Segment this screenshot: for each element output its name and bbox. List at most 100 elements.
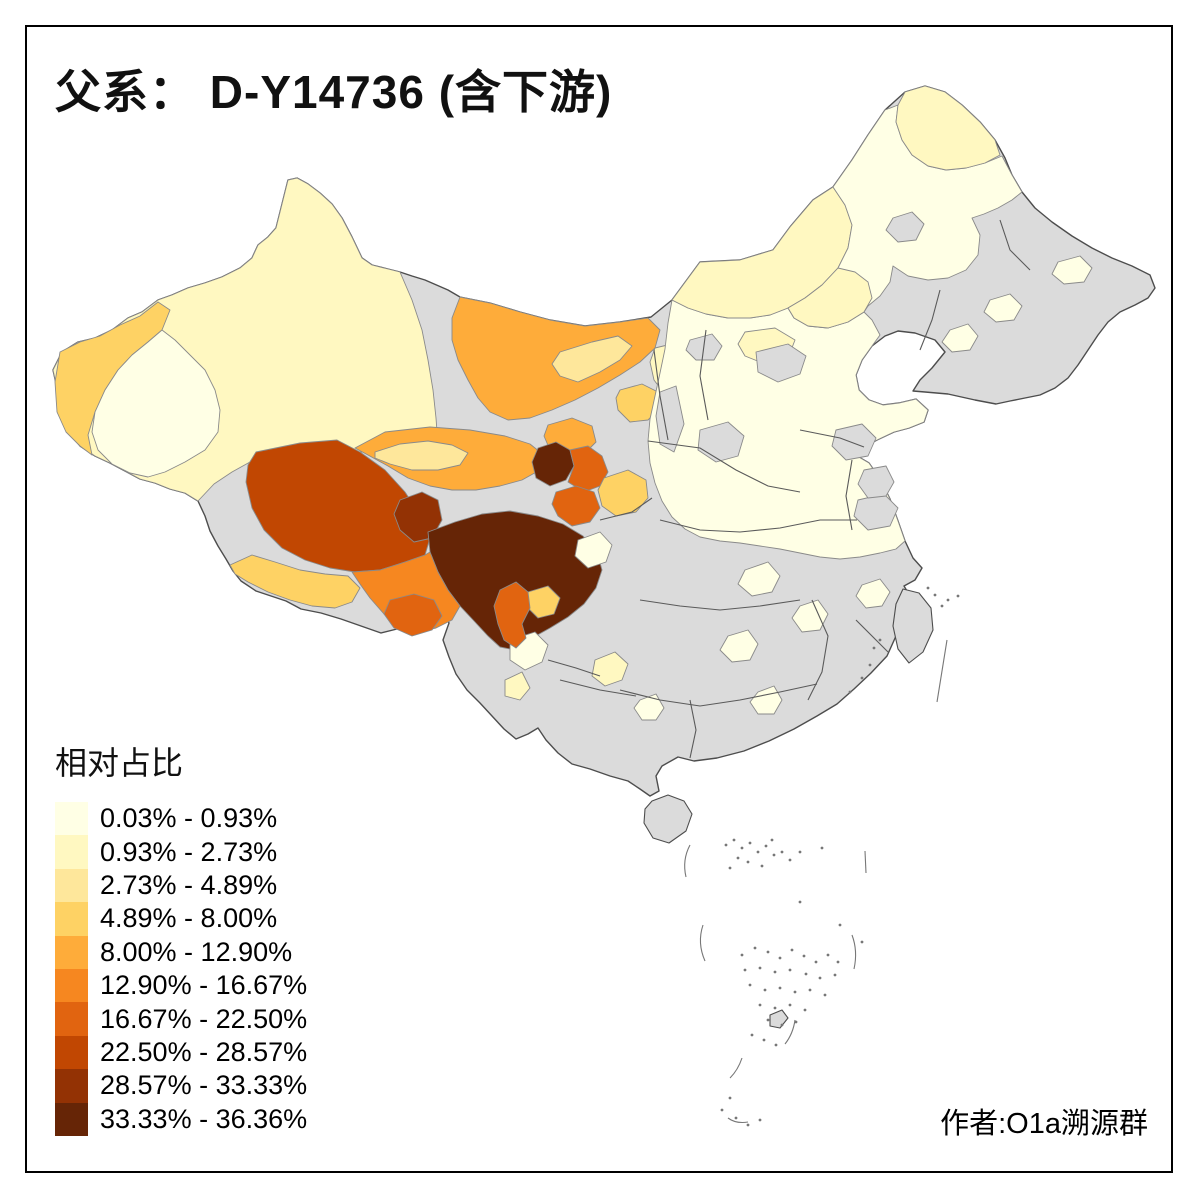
- islet-dot: [826, 953, 830, 957]
- map-region: [591, 651, 629, 687]
- islet-dot: [802, 954, 806, 958]
- islet-dot: [748, 841, 752, 845]
- islet-dot: [756, 850, 760, 854]
- map-region: [91, 329, 221, 478]
- islet-dot: [833, 973, 837, 977]
- map-region: [791, 599, 829, 633]
- legend-row: 2.73% - 4.89%: [55, 868, 307, 903]
- islet-dot: [773, 970, 777, 974]
- islet-dot: [758, 1003, 762, 1007]
- sea-boundary-arc: [684, 844, 691, 878]
- islet-dot: [848, 690, 852, 694]
- map-region: [493, 581, 531, 649]
- islet-dot: [838, 923, 842, 927]
- sea-boundary-arc: [784, 1019, 796, 1045]
- province-border: [559, 679, 637, 697]
- islet-dot: [803, 1008, 807, 1012]
- legend-swatch: [55, 1002, 88, 1036]
- islet-dot: [740, 846, 744, 850]
- province-border: [699, 329, 709, 421]
- islet-dot: [788, 968, 792, 972]
- islet-dot: [766, 950, 770, 954]
- islet-dot: [728, 1096, 732, 1100]
- province-border: [547, 659, 601, 677]
- province-border: [919, 289, 941, 351]
- islet-dot: [750, 1033, 754, 1037]
- map-region: [1051, 255, 1093, 285]
- islet-dot: [933, 593, 937, 597]
- islet-dot: [728, 866, 732, 870]
- map-region: [831, 423, 877, 461]
- province-border: [653, 349, 669, 441]
- legend-title: 相对占比: [55, 745, 184, 781]
- islet-dot: [868, 663, 872, 667]
- legend-row: 33.33% - 36.36%: [55, 1102, 307, 1136]
- legend-swatch: [55, 1035, 88, 1070]
- islet-dot: [760, 864, 764, 868]
- islet-dot: [788, 1003, 792, 1007]
- islet-dot: [788, 858, 792, 862]
- map-region: [531, 441, 575, 487]
- legend-row: 0.93% - 2.73%: [55, 835, 307, 869]
- islet-dot: [872, 646, 876, 650]
- islet-dot: [758, 966, 762, 970]
- province-border: [659, 519, 857, 533]
- attribution-text: 作者:O1a溯源群: [940, 1108, 1148, 1140]
- province-border: [599, 497, 653, 521]
- islet-dot: [820, 846, 824, 850]
- province-border: [855, 619, 889, 653]
- map-region: [787, 267, 873, 329]
- islet-dot: [758, 1118, 762, 1122]
- islet-dot: [836, 960, 840, 964]
- islet-dot: [804, 972, 808, 976]
- map-region: [551, 335, 633, 383]
- islet-dot: [720, 1108, 724, 1112]
- map-region: [983, 293, 1023, 323]
- islet-dot: [762, 1038, 766, 1042]
- legend-label: 2.73% - 4.89%: [100, 869, 278, 900]
- islet-dot: [753, 946, 757, 950]
- islet-dot: [793, 990, 797, 994]
- map-region: [941, 323, 979, 353]
- map-region: [633, 693, 665, 721]
- legend-swatch: [55, 835, 88, 869]
- islet-dot: [734, 1116, 738, 1120]
- islet-dot: [860, 940, 864, 944]
- page-title: 父系： D-Y14736 (含下游): [55, 66, 613, 118]
- map-region: [374, 440, 469, 471]
- map-region: [504, 671, 531, 701]
- islet-dot: [773, 1006, 777, 1010]
- sea-boundary-arc: [699, 924, 706, 962]
- islet-dot: [743, 968, 747, 972]
- map-region: [574, 531, 613, 569]
- sea-boundary-arc: [729, 1057, 743, 1079]
- legend-label: 16.67% - 22.50%: [100, 1003, 308, 1034]
- islet-dot: [946, 598, 950, 602]
- islet-dot: [956, 594, 960, 598]
- sea-boundary-arc: [864, 850, 867, 874]
- province-border: [845, 459, 853, 531]
- islet-dot: [940, 604, 944, 608]
- island: [643, 794, 693, 844]
- islet-dot: [778, 986, 782, 990]
- islet-dot: [818, 976, 822, 980]
- island: [892, 588, 934, 664]
- legend-swatch: [55, 968, 88, 1003]
- legend-label: 28.57% - 33.33%: [100, 1070, 308, 1101]
- legend-swatch: [55, 902, 88, 936]
- islet-dot: [798, 850, 802, 854]
- plot-frame: [25, 25, 1173, 1173]
- legend-row: 8.00% - 12.90%: [55, 935, 307, 969]
- legend-swatch: [55, 1069, 88, 1103]
- map-region: [655, 385, 685, 453]
- legend-label: 0.93% - 2.73%: [100, 836, 278, 867]
- islet-dot: [724, 843, 728, 847]
- islet-dot: [736, 856, 740, 860]
- province-border: [999, 219, 1031, 271]
- islet-dot: [748, 983, 752, 987]
- islet-dot: [926, 586, 930, 590]
- map-region: [885, 211, 925, 243]
- legend-row: 12.90% - 16.67%: [55, 968, 307, 1003]
- islet-dot: [746, 1123, 750, 1127]
